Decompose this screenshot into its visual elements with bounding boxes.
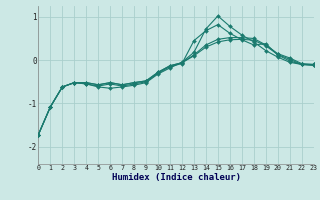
X-axis label: Humidex (Indice chaleur): Humidex (Indice chaleur) [111,173,241,182]
